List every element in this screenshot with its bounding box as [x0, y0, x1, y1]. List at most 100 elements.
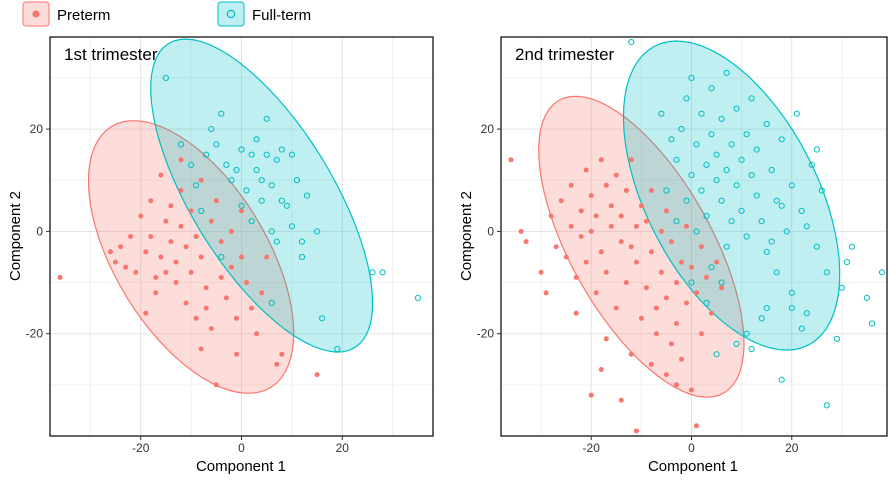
point-fullterm — [763, 248, 770, 255]
point-fullterm — [788, 182, 795, 189]
point-fullterm — [748, 172, 755, 179]
point-fullterm — [688, 74, 695, 82]
point-fullterm — [838, 284, 846, 291]
point-fullterm — [678, 126, 685, 133]
point-fullterm — [728, 218, 735, 225]
point-fullterm — [778, 202, 785, 209]
point-fullterm — [863, 294, 871, 301]
point-fullterm — [768, 238, 775, 245]
point-preterm — [623, 280, 629, 285]
point-fullterm — [693, 228, 700, 235]
point-preterm — [108, 249, 113, 255]
point-fullterm — [278, 197, 285, 204]
point-fullterm — [708, 131, 715, 138]
point-preterm — [168, 203, 174, 209]
point-fullterm — [243, 187, 250, 194]
point-preterm — [704, 274, 709, 280]
point-fullterm — [273, 238, 280, 245]
point-fullterm — [263, 151, 270, 158]
point-fullterm — [203, 151, 210, 158]
point-preterm — [244, 280, 249, 285]
legend-item-preterm[interactable]: Preterm — [22, 1, 110, 27]
point-preterm — [123, 264, 129, 270]
point-preterm — [568, 182, 574, 188]
point-fullterm — [763, 120, 770, 128]
point-preterm — [618, 397, 624, 403]
legend: Preterm Full-term — [22, 1, 311, 27]
point-preterm — [168, 239, 174, 245]
confidence-ellipses — [87, 38, 374, 394]
point-fullterm — [369, 269, 376, 276]
point-fullterm — [283, 202, 290, 209]
point-preterm — [234, 315, 239, 321]
point-preterm — [558, 198, 564, 204]
point-fullterm — [253, 166, 260, 174]
point-preterm — [628, 244, 634, 250]
point-fullterm — [208, 126, 215, 133]
point-fullterm — [738, 207, 745, 214]
point-fullterm — [177, 141, 185, 148]
point-preterm — [173, 280, 179, 285]
point-preterm — [608, 203, 614, 209]
point-fullterm — [768, 166, 775, 174]
point-preterm — [239, 208, 244, 214]
point-preterm — [699, 244, 704, 250]
point-preterm — [633, 428, 639, 434]
point-preterm — [193, 234, 199, 239]
point-preterm — [588, 392, 594, 398]
point-preterm — [628, 157, 634, 163]
point-fullterm — [238, 146, 245, 153]
point-fullterm — [758, 218, 765, 225]
point-preterm — [608, 223, 614, 229]
point-preterm — [218, 239, 224, 245]
point-preterm — [234, 351, 239, 357]
point-preterm — [538, 269, 544, 275]
point-preterm — [198, 177, 204, 183]
point-preterm — [699, 331, 704, 337]
point-fullterm — [723, 243, 730, 250]
point-fullterm — [233, 166, 240, 174]
point-fullterm — [628, 39, 635, 46]
point-preterm — [553, 244, 559, 250]
plot-border — [500, 36, 888, 437]
point-fullterm — [738, 156, 745, 163]
point-preterm — [623, 188, 629, 193]
point-preterm — [188, 269, 194, 275]
y-axis-label: Component 2 — [7, 191, 24, 281]
point-preterm — [653, 331, 659, 337]
point-fullterm — [288, 151, 295, 158]
point-preterm — [173, 259, 179, 265]
point-fullterm — [673, 156, 680, 163]
point-preterm — [153, 290, 159, 296]
point-preterm — [218, 274, 224, 280]
point-preterm — [523, 239, 529, 245]
point-fullterm — [723, 69, 730, 76]
ellipse-fullterm — [150, 38, 374, 353]
point-fullterm — [713, 351, 720, 358]
point-fullterm — [803, 310, 810, 317]
y-axis-label: Component 2 — [458, 191, 475, 281]
x-tick-label: 20 — [785, 441, 799, 455]
ellipse-preterm — [87, 120, 295, 394]
point-preterm — [658, 269, 664, 275]
data-points — [57, 74, 421, 388]
legend-key-fullterm — [217, 1, 245, 27]
point-fullterm — [228, 177, 235, 184]
point-preterm — [628, 351, 634, 357]
point-preterm — [203, 305, 209, 311]
point-preterm — [264, 254, 270, 260]
x-tick-label: -20 — [132, 441, 150, 455]
point-fullterm — [813, 146, 820, 153]
point-preterm — [128, 234, 134, 239]
point-fullterm — [798, 207, 805, 214]
point-fullterm — [743, 330, 750, 337]
point-fullterm — [193, 182, 200, 189]
point-fullterm — [733, 340, 740, 347]
point-fullterm — [673, 218, 680, 225]
legend-item-fullterm[interactable]: Full-term — [217, 1, 311, 27]
point-fullterm — [763, 305, 770, 312]
point-preterm — [193, 315, 199, 321]
point-preterm — [153, 274, 159, 280]
point-preterm — [633, 223, 639, 229]
y-tick-label: -20 — [477, 327, 495, 341]
